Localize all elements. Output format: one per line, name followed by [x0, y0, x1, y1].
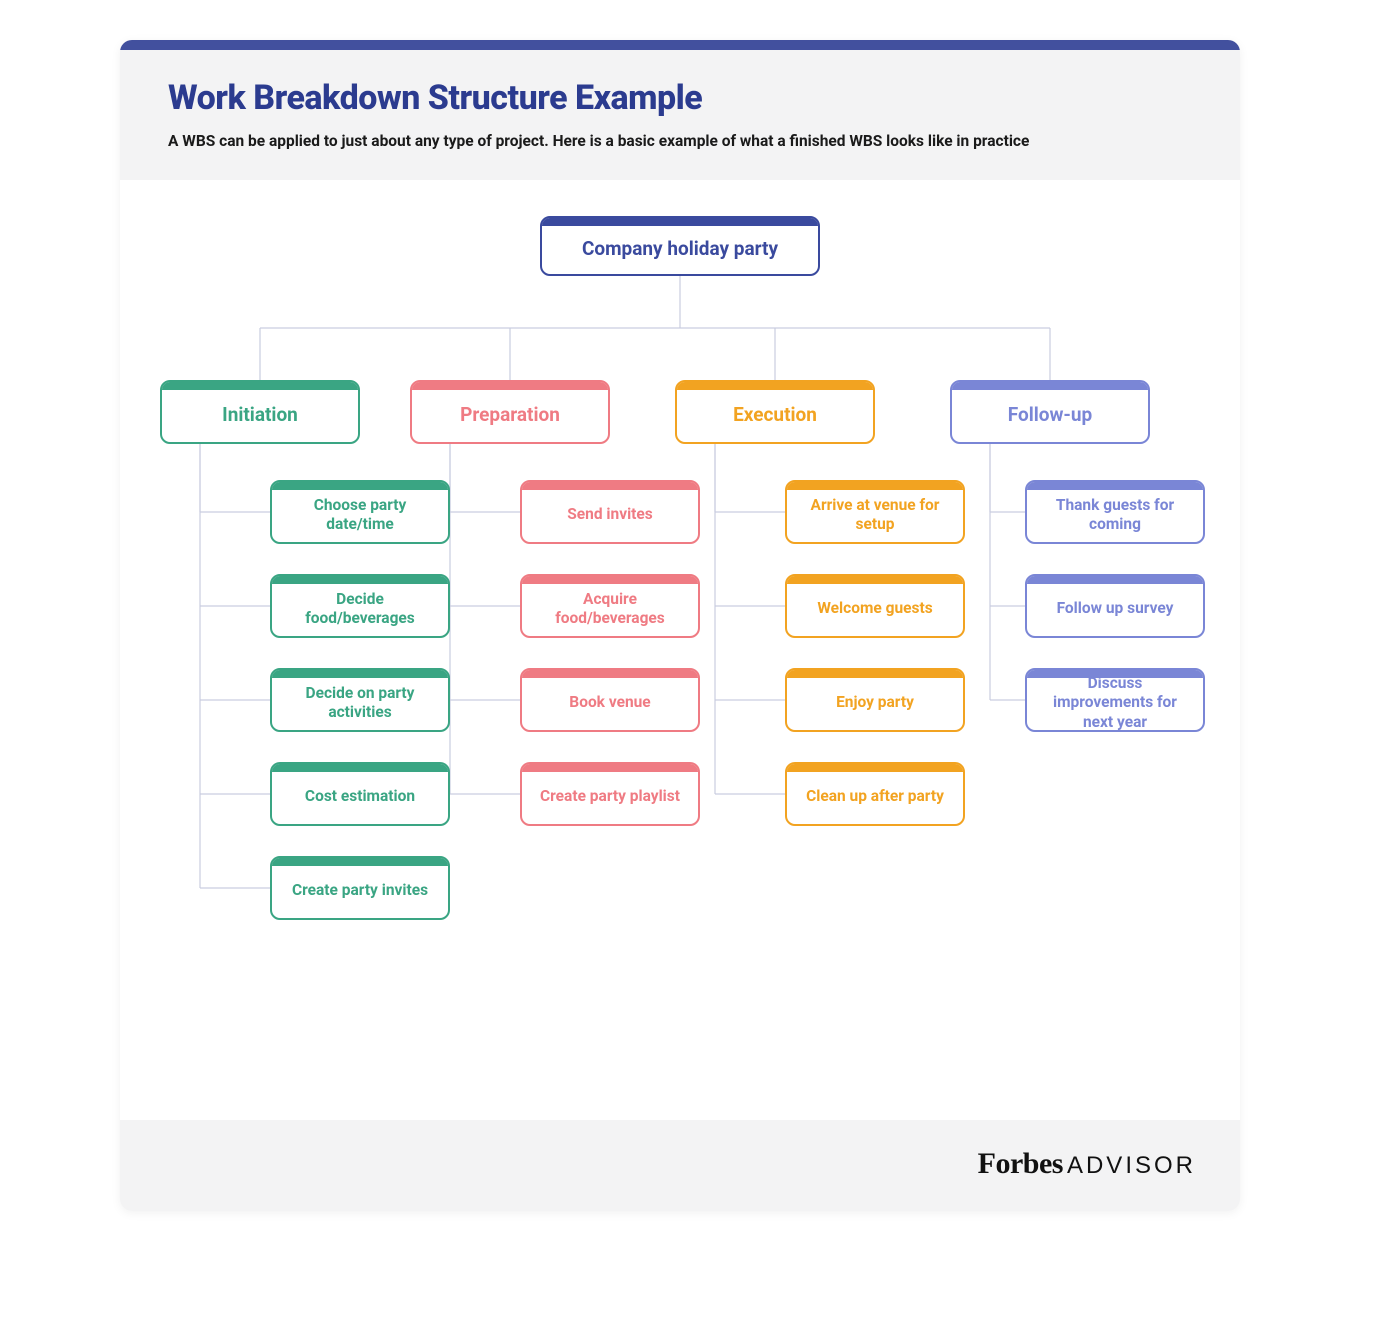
- node-task-execution-3-label: Clean up after party: [787, 773, 963, 814]
- node-task-preparation-2: Book venue: [520, 668, 700, 732]
- node-task-execution-2-label: Enjoy party: [787, 679, 963, 720]
- node-task-followup-0-strip: [1027, 482, 1203, 490]
- node-task-execution-2-strip: [787, 670, 963, 678]
- node-task-initiation-1-label: Decide food/beverages: [272, 576, 448, 637]
- node-task-execution-1: Welcome guests: [785, 574, 965, 638]
- node-task-preparation-3-label: Create party playlist: [522, 773, 698, 814]
- brand-forbes: Forbes: [978, 1147, 1063, 1180]
- node-task-preparation-2-label: Book venue: [522, 679, 698, 720]
- node-task-followup-1-label: Follow up survey: [1027, 585, 1203, 626]
- node-task-initiation-2: Decide on party activities: [270, 668, 450, 732]
- node-phase-initiation-strip: [162, 382, 358, 390]
- node-phase-preparation: Preparation: [410, 380, 610, 444]
- node-phase-execution: Execution: [675, 380, 875, 444]
- node-task-execution-0-strip: [787, 482, 963, 490]
- node-task-preparation-2-strip: [522, 670, 698, 678]
- node-task-execution-0-label: Arrive at venue for setup: [787, 482, 963, 543]
- node-task-execution-3-strip: [787, 764, 963, 772]
- node-task-initiation-0: Choose party date/time: [270, 480, 450, 544]
- node-task-followup-2: Discuss improvements for next year: [1025, 668, 1205, 732]
- node-task-initiation-3-label: Cost estimation: [272, 773, 448, 814]
- node-phase-followup-strip: [952, 382, 1148, 390]
- card-header: Work Breakdown Structure Example A WBS c…: [120, 50, 1240, 180]
- brand-advisor: ADVISOR: [1067, 1152, 1196, 1179]
- node-root: Company holiday party: [540, 216, 820, 276]
- node-phase-followup-label: Follow-up: [952, 389, 1148, 435]
- node-task-preparation-0: Send invites: [520, 480, 700, 544]
- card-title: Work Breakdown Structure Example: [168, 78, 1192, 118]
- card-footer: ForbesADVISOR: [120, 1120, 1240, 1211]
- node-phase-preparation-label: Preparation: [412, 389, 608, 435]
- node-task-initiation-4-strip: [272, 858, 448, 866]
- node-phase-followup: Follow-up: [950, 380, 1150, 444]
- node-task-followup-0: Thank guests for coming: [1025, 480, 1205, 544]
- node-phase-initiation: Initiation: [160, 380, 360, 444]
- node-task-initiation-4-label: Create party invites: [272, 867, 448, 908]
- node-task-initiation-1-strip: [272, 576, 448, 584]
- node-task-initiation-0-label: Choose party date/time: [272, 482, 448, 543]
- node-task-execution-3: Clean up after party: [785, 762, 965, 826]
- node-phase-initiation-label: Initiation: [162, 389, 358, 435]
- card-topbar: [120, 40, 1240, 50]
- node-task-execution-0: Arrive at venue for setup: [785, 480, 965, 544]
- node-task-followup-2-strip: [1027, 670, 1203, 678]
- node-task-followup-1-strip: [1027, 576, 1203, 584]
- wbs-card: Work Breakdown Structure Example A WBS c…: [120, 40, 1240, 1211]
- node-task-initiation-0-strip: [272, 482, 448, 490]
- card-subtitle: A WBS can be applied to just about any t…: [168, 132, 1192, 150]
- node-task-preparation-1-label: Acquire food/beverages: [522, 576, 698, 637]
- node-task-initiation-1: Decide food/beverages: [270, 574, 450, 638]
- node-phase-preparation-strip: [412, 382, 608, 390]
- node-task-initiation-2-label: Decide on party activities: [272, 670, 448, 731]
- wbs-diagram: Company holiday party Initiation Choose pa…: [120, 180, 1240, 1120]
- node-phase-execution-strip: [677, 382, 873, 390]
- node-task-initiation-3-strip: [272, 764, 448, 772]
- node-task-preparation-0-label: Send invites: [522, 491, 698, 532]
- node-root-strip: [542, 218, 818, 226]
- node-task-followup-1: Follow up survey: [1025, 574, 1205, 638]
- node-task-preparation-3: Create party playlist: [520, 762, 700, 826]
- node-task-preparation-1-strip: [522, 576, 698, 584]
- node-task-initiation-3: Cost estimation: [270, 762, 450, 826]
- node-task-followup-0-label: Thank guests for coming: [1027, 482, 1203, 543]
- node-task-execution-1-label: Welcome guests: [787, 585, 963, 626]
- brand-logo: ForbesADVISOR: [978, 1146, 1196, 1181]
- node-phase-execution-label: Execution: [677, 389, 873, 435]
- node-task-preparation-0-strip: [522, 482, 698, 490]
- node-task-initiation-4: Create party invites: [270, 856, 450, 920]
- node-root-label: Company holiday party: [542, 223, 818, 269]
- node-task-preparation-3-strip: [522, 764, 698, 772]
- node-task-execution-2: Enjoy party: [785, 668, 965, 732]
- node-task-initiation-2-strip: [272, 670, 448, 678]
- node-task-execution-1-strip: [787, 576, 963, 584]
- connector-lines: [120, 180, 1240, 1120]
- node-task-preparation-1: Acquire food/beverages: [520, 574, 700, 638]
